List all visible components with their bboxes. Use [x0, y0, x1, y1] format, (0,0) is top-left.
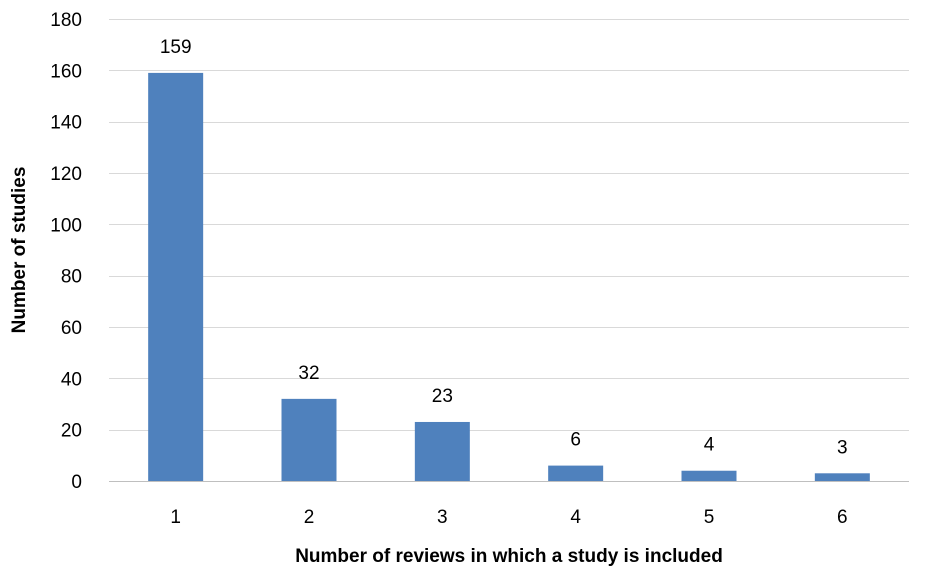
y-tick-label-60: 60	[61, 318, 82, 339]
bar-1	[148, 72, 204, 482]
y-tick-label-100: 100	[50, 215, 82, 236]
data-label-1: 159	[160, 37, 192, 58]
bars	[148, 72, 870, 482]
bar-6	[814, 473, 870, 481]
data-label-3: 23	[432, 386, 453, 407]
x-tick-labels: 1 2 3 4 5 6	[170, 507, 847, 528]
x-tick-label-6: 6	[837, 507, 848, 528]
x-axis-title: Number of reviews in which a study is in…	[295, 546, 723, 567]
x-tick-label-3: 3	[437, 507, 448, 528]
data-label-6: 3	[837, 437, 848, 458]
bar-4	[548, 465, 604, 481]
data-label-4: 6	[570, 430, 581, 451]
y-tick-label-160: 160	[50, 61, 82, 82]
y-axis-title: Number of studies	[9, 167, 30, 334]
bar-5	[681, 470, 737, 481]
y-tick-label-120: 120	[50, 164, 82, 185]
bar-3	[414, 421, 470, 481]
y-tick-label-180: 180	[50, 10, 82, 31]
x-tick-label-4: 4	[570, 507, 581, 528]
data-label-5: 4	[704, 435, 715, 456]
y-tick-labels: 0 20 40 60 80 100 120 140 160 180	[50, 10, 82, 493]
gridlines	[109, 19, 909, 431]
x-tick-label-1: 1	[170, 507, 181, 528]
y-tick-label-80: 80	[61, 267, 82, 288]
y-tick-label-40: 40	[61, 369, 82, 390]
y-tick-label-140: 140	[50, 113, 82, 134]
x-tick-label-5: 5	[704, 507, 715, 528]
data-label-2: 32	[298, 363, 319, 384]
y-tick-label-0: 0	[71, 472, 82, 493]
y-tick-label-20: 20	[61, 421, 82, 442]
x-tick-label-2: 2	[304, 507, 315, 528]
bar-2	[281, 398, 337, 481]
data-labels: 159 32 23 6 4 3	[160, 37, 848, 458]
